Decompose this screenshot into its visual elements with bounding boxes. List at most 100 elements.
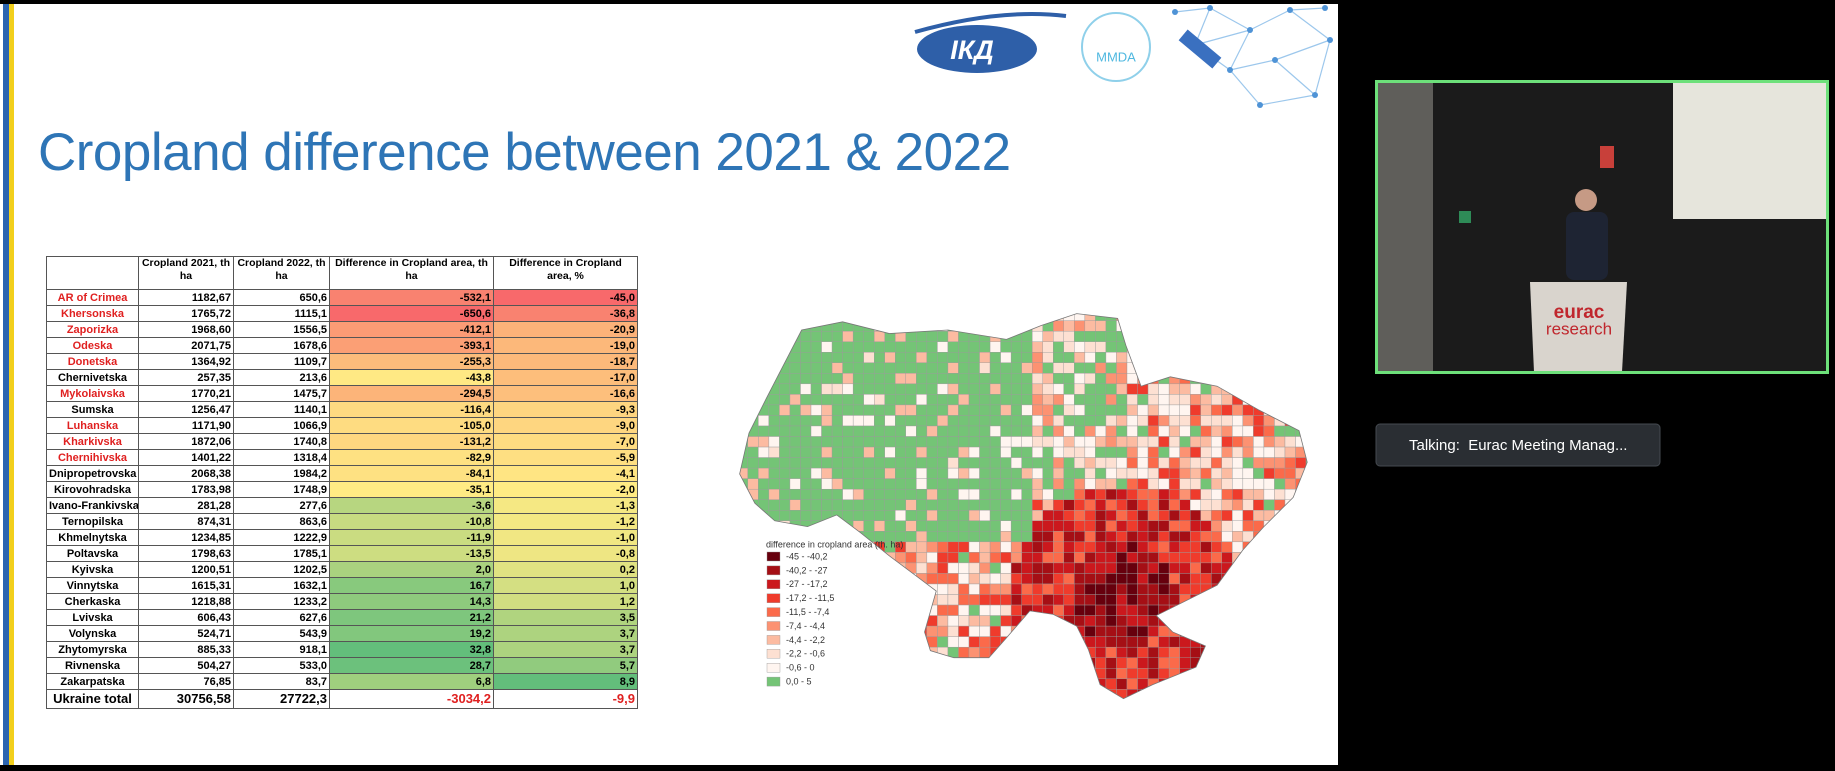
table-cell: 32,8 — [329, 641, 494, 658]
map-region — [821, 341, 833, 353]
map-region — [1200, 446, 1212, 458]
map-region — [842, 594, 854, 606]
map-region — [1189, 362, 1201, 374]
map-region — [1137, 520, 1149, 532]
map-region — [800, 689, 812, 699]
map-region — [1126, 313, 1138, 321]
map-region — [852, 583, 864, 595]
map-region — [1010, 499, 1022, 511]
table-row: Ternopilska 874,31 863,6 -10,8 -1,2 — [46, 513, 638, 530]
map-region — [1105, 594, 1117, 606]
map-region — [895, 583, 907, 595]
table-cell: -11,9 — [329, 529, 494, 546]
map-region — [1000, 689, 1012, 699]
map-region — [1095, 594, 1107, 606]
map-region — [1263, 625, 1275, 637]
map-region — [1084, 615, 1096, 627]
legend-label: -17,2 - -11,5 — [786, 593, 834, 603]
map-region — [1200, 668, 1212, 679]
map-region — [884, 352, 896, 363]
map-region — [821, 404, 833, 416]
map-region — [1232, 467, 1244, 479]
map-region — [884, 646, 896, 658]
map-region — [1232, 415, 1244, 427]
map-region — [863, 668, 875, 679]
map-region — [926, 531, 938, 543]
table-row: Lvivska 606,43 627,6 21,2 3,5 — [46, 609, 638, 626]
map-region — [842, 436, 854, 448]
map-region — [1232, 425, 1244, 437]
map-region — [1200, 425, 1212, 437]
map-region — [863, 583, 875, 595]
map-region — [1042, 499, 1054, 511]
map-region — [905, 313, 917, 321]
map-region — [1168, 362, 1180, 374]
map-region — [1305, 573, 1308, 585]
map-region — [1147, 330, 1159, 342]
map-region — [937, 404, 949, 416]
table-cell: -45,0 — [493, 289, 638, 306]
header-cell: Difference in Cropland area, % — [493, 256, 638, 290]
map-region — [1147, 573, 1159, 585]
map-region — [1274, 313, 1286, 321]
map-region — [1274, 657, 1286, 669]
map-region — [968, 615, 980, 627]
map-region — [747, 520, 759, 532]
map-region — [1168, 313, 1180, 321]
map-region — [1200, 615, 1212, 627]
table-cell: 28,7 — [329, 657, 494, 674]
map-region — [758, 425, 770, 437]
map-region — [926, 320, 938, 332]
map-region — [1116, 552, 1128, 564]
map-region — [1274, 615, 1286, 627]
map-region — [1042, 678, 1054, 690]
map-region — [979, 425, 991, 437]
map-region — [1084, 573, 1096, 585]
map-region — [863, 313, 875, 321]
map-region — [1263, 604, 1275, 616]
map-region — [1232, 541, 1244, 553]
map-region — [948, 700, 959, 711]
map-region — [1179, 467, 1191, 479]
map-region — [800, 436, 812, 448]
map-region — [979, 604, 991, 616]
map-region — [831, 520, 843, 532]
map-region — [905, 552, 917, 564]
map-region — [1295, 562, 1307, 574]
map-region — [1137, 320, 1149, 332]
map-region — [1263, 488, 1275, 500]
map-region — [989, 404, 1001, 416]
map-region — [1242, 436, 1254, 448]
map-region — [1105, 383, 1117, 395]
table-cell: 863,6 — [233, 513, 330, 530]
map-region — [1021, 636, 1033, 648]
map-region — [831, 446, 843, 458]
map-region — [1232, 573, 1244, 585]
map-region — [1126, 583, 1138, 595]
map-region — [1032, 646, 1043, 658]
map-region — [916, 488, 928, 500]
map-region — [884, 615, 896, 627]
map-region — [1305, 488, 1308, 500]
map-region — [779, 446, 791, 458]
map-region — [821, 499, 833, 511]
map-region — [1116, 689, 1128, 699]
map-region — [842, 383, 854, 395]
map-region — [1147, 352, 1159, 363]
map-region — [1274, 583, 1286, 595]
map-region — [1021, 488, 1033, 500]
map-outline — [739, 313, 1308, 700]
map-region — [852, 383, 864, 395]
map-region — [1147, 689, 1159, 699]
map-region — [852, 594, 864, 606]
map-region — [1168, 583, 1180, 595]
map-region — [789, 383, 801, 395]
map-region — [1084, 510, 1096, 521]
network-node — [1312, 92, 1318, 98]
map-region — [979, 636, 991, 648]
map-region — [1074, 383, 1086, 395]
map-region — [947, 467, 959, 479]
map-region — [1000, 362, 1012, 374]
map-region — [1126, 457, 1138, 469]
map-region — [1000, 313, 1012, 321]
